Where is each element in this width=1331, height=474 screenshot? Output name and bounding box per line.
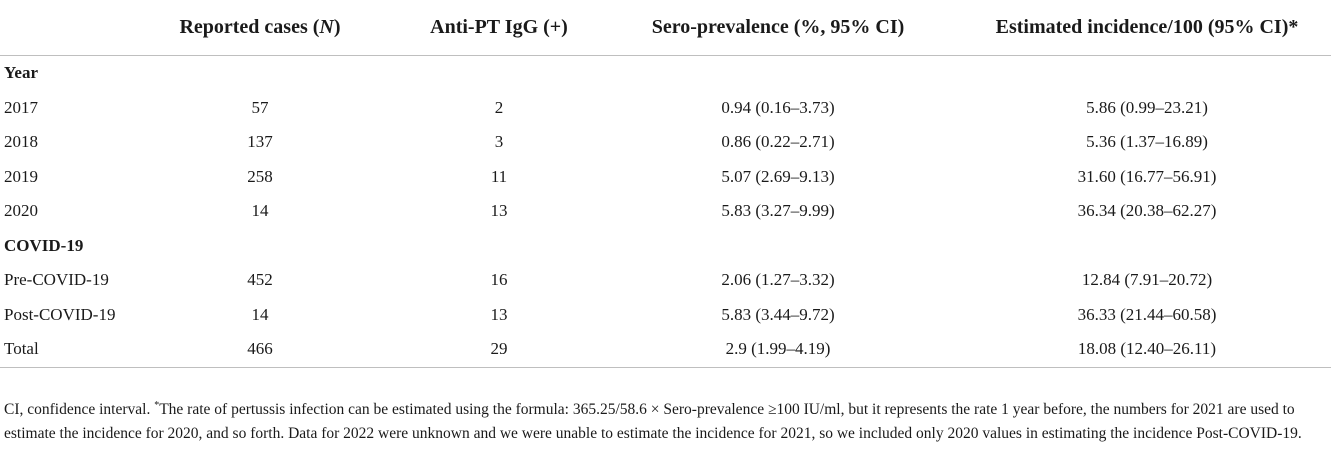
cell-estimated-incidence: 36.34 (20.38–62.27)	[1077, 201, 1217, 221]
row-label: 2018	[4, 132, 38, 152]
cell-estimated-incidence: 5.36 (1.37–16.89)	[1086, 132, 1208, 152]
cell-anti-pt-igg: 16	[490, 270, 508, 290]
cell-reported-cases: 137	[247, 132, 273, 152]
cell-estimated-incidence: 31.60 (16.77–56.91)	[1077, 166, 1217, 186]
cell-anti-pt-igg: 11	[490, 166, 508, 186]
cell-reported-cases: 258	[247, 166, 273, 186]
cell-estimated-incidence: 5.86 (0.99–23.21)	[1086, 97, 1208, 117]
cell-estimated-incidence: 36.33 (21.44–60.58)	[1077, 304, 1217, 324]
header-cell-empty	[0, 0, 115, 56]
cell-sero-prevalence: 2.9 (1.99–4.19)	[593, 332, 963, 368]
footnote-marker: *	[154, 399, 160, 411]
table-header: Reported cases (N) Anti-PT IgG (+) Sero-…	[0, 0, 1331, 56]
data-table-container: Reported cases (N) Anti-PT IgG (+) Sero-…	[0, 0, 1331, 368]
section-row-covid: COVID-19	[0, 229, 1331, 264]
cell-anti-pt-igg: 13	[490, 201, 508, 221]
cell-estimated-incidence: 18.08 (12.40–26.11)	[963, 332, 1331, 368]
cell-sero-prevalence: 2.06 (1.27–3.32)	[721, 270, 835, 290]
cell-reported-cases: 452	[247, 270, 273, 290]
header-estimated-incidence: Estimated incidence/100 (95% CI)*	[963, 0, 1331, 56]
row-label: Total	[0, 332, 115, 368]
table-footnote: CI, confidence interval. *The rate of pe…	[4, 398, 1326, 445]
table-row: 2020 14 13 5.83 (3.27–9.99) 36.34 (20.38…	[0, 194, 1331, 229]
row-label: Post-COVID-19	[4, 304, 116, 324]
section-row-year: Year	[0, 56, 1331, 91]
footnote-text: The rate of pertussis infection can be e…	[4, 401, 1302, 442]
cell-reported-cases: 57	[251, 97, 269, 117]
table-row: 2018 137 3 0.86 (0.22–2.71) 5.36 (1.37–1…	[0, 125, 1331, 160]
cell-anti-pt-igg: 3	[494, 132, 504, 152]
cell-anti-pt-igg: 13	[490, 304, 508, 324]
cell-sero-prevalence: 0.86 (0.22–2.71)	[721, 132, 835, 152]
cell-reported-cases: 466	[115, 332, 405, 368]
cell-sero-prevalence: 5.83 (3.44–9.72)	[721, 304, 835, 324]
cell-anti-pt-igg: 2	[494, 97, 504, 117]
table-row: 2017 57 2 0.94 (0.16–3.73) 5.86 (0.99–23…	[0, 91, 1331, 126]
header-row: Reported cases (N) Anti-PT IgG (+) Sero-…	[0, 0, 1331, 56]
table-row: 2019 258 11 5.07 (2.69–9.13) 31.60 (16.7…	[0, 160, 1331, 195]
row-label: 2017	[4, 97, 38, 117]
header-reported-cases: Reported cases (N)	[115, 0, 405, 56]
section-title: COVID-19	[4, 235, 84, 255]
cell-sero-prevalence: 5.07 (2.69–9.13)	[721, 166, 835, 186]
section-title: Year	[4, 63, 38, 83]
header-anti-pt-igg: Anti-PT IgG (+)	[405, 0, 593, 56]
row-label: 2019	[4, 166, 38, 186]
cell-sero-prevalence: 0.94 (0.16–3.73)	[721, 97, 835, 117]
row-label: 2020	[4, 201, 38, 221]
table-row: Post-COVID-19 14 13 5.83 (3.44–9.72) 36.…	[0, 298, 1331, 333]
cell-anti-pt-igg: 29	[405, 332, 593, 368]
cell-reported-cases: 14	[251, 304, 269, 324]
header-sero-prevalence: Sero-prevalence (%, 95% CI)	[593, 0, 963, 56]
cell-sero-prevalence: 5.83 (3.27–9.99)	[721, 201, 835, 221]
cell-estimated-incidence: 12.84 (7.91–20.72)	[1081, 270, 1213, 290]
row-label: Pre-COVID-19	[4, 270, 109, 290]
cell-reported-cases: 14	[251, 201, 269, 221]
footnote-abbreviation: CI, confidence interval.	[4, 401, 155, 418]
table-row: Total 466 29 2.9 (1.99–4.19) 18.08 (12.4…	[0, 332, 1331, 368]
table-row: Pre-COVID-19 452 16 2.06 (1.27–3.32) 12.…	[0, 263, 1331, 298]
table-body: Year 2017 57 2 0.94 (0.16–3.73) 5.86 (0.…	[0, 56, 1331, 368]
data-table: Reported cases (N) Anti-PT IgG (+) Sero-…	[0, 0, 1331, 368]
